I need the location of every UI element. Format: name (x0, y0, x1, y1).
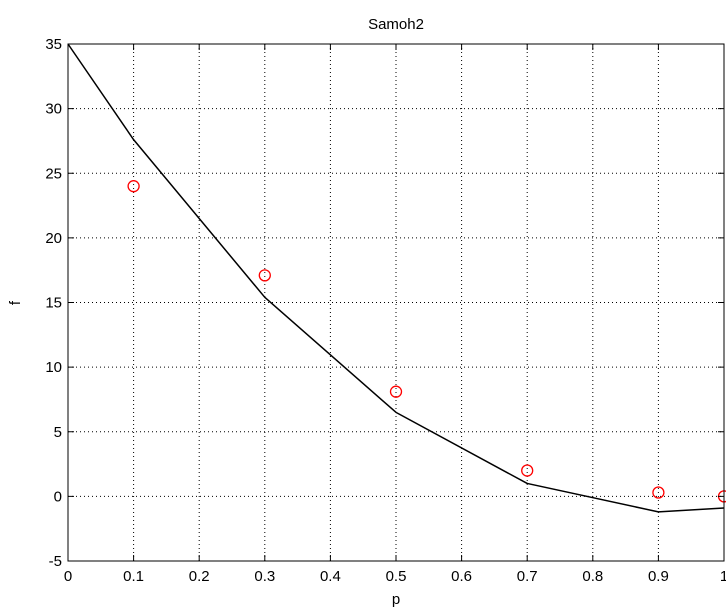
ticks: 0 0.1 0.2 0.3 0.4 0.5 0.6 0.7 0.8 0.9 1-5051015202… (45, 36, 726, 585)
x-axis-label: p (392, 591, 400, 608)
x-tick-label: 0.6 (451, 568, 472, 585)
data-point-marker (127, 180, 140, 193)
x-tick-label: 0.1 (123, 568, 144, 585)
data-point-marker (652, 486, 665, 499)
y-tick-label: 20 (45, 230, 62, 247)
grid (68, 44, 724, 561)
y-tick-label: 10 (45, 359, 62, 376)
data-point-marker (258, 269, 271, 282)
data-point-marker (521, 464, 534, 477)
data-point-marker (389, 385, 403, 398)
y-tick-label: 15 (45, 295, 62, 312)
x-tick-label: 0.3 (254, 568, 275, 585)
y-axis-label: f (7, 300, 24, 305)
y-tick-label: 5 (54, 424, 62, 441)
x-tick-label: 0.2 (189, 568, 210, 585)
y-tick-label: -5 (49, 553, 62, 570)
x-tick-label: 1 (720, 568, 726, 585)
y-tick-label: 25 (45, 165, 62, 182)
x-tick-label: 0 (64, 568, 72, 585)
plot-area: 0 0.1 0.2 0.3 0.4 0.5 0.6 0.7 0.8 0.9 1-5051015202… (45, 36, 726, 585)
x-tick-label: 0.7 (517, 568, 538, 585)
series-line (67, 43, 725, 513)
chart-title: Samoh2 (368, 16, 424, 33)
y-tick-label: 35 (45, 36, 62, 53)
x-tick-label: 0.8 (582, 568, 603, 585)
x-tick-label: 0.9 (648, 568, 669, 585)
y-tick-label: 30 (45, 101, 62, 118)
x-tick-label: 0.4 (320, 568, 341, 585)
y-tick-label: 0 (54, 488, 62, 505)
x-tick-label: 0.5 (386, 568, 407, 585)
